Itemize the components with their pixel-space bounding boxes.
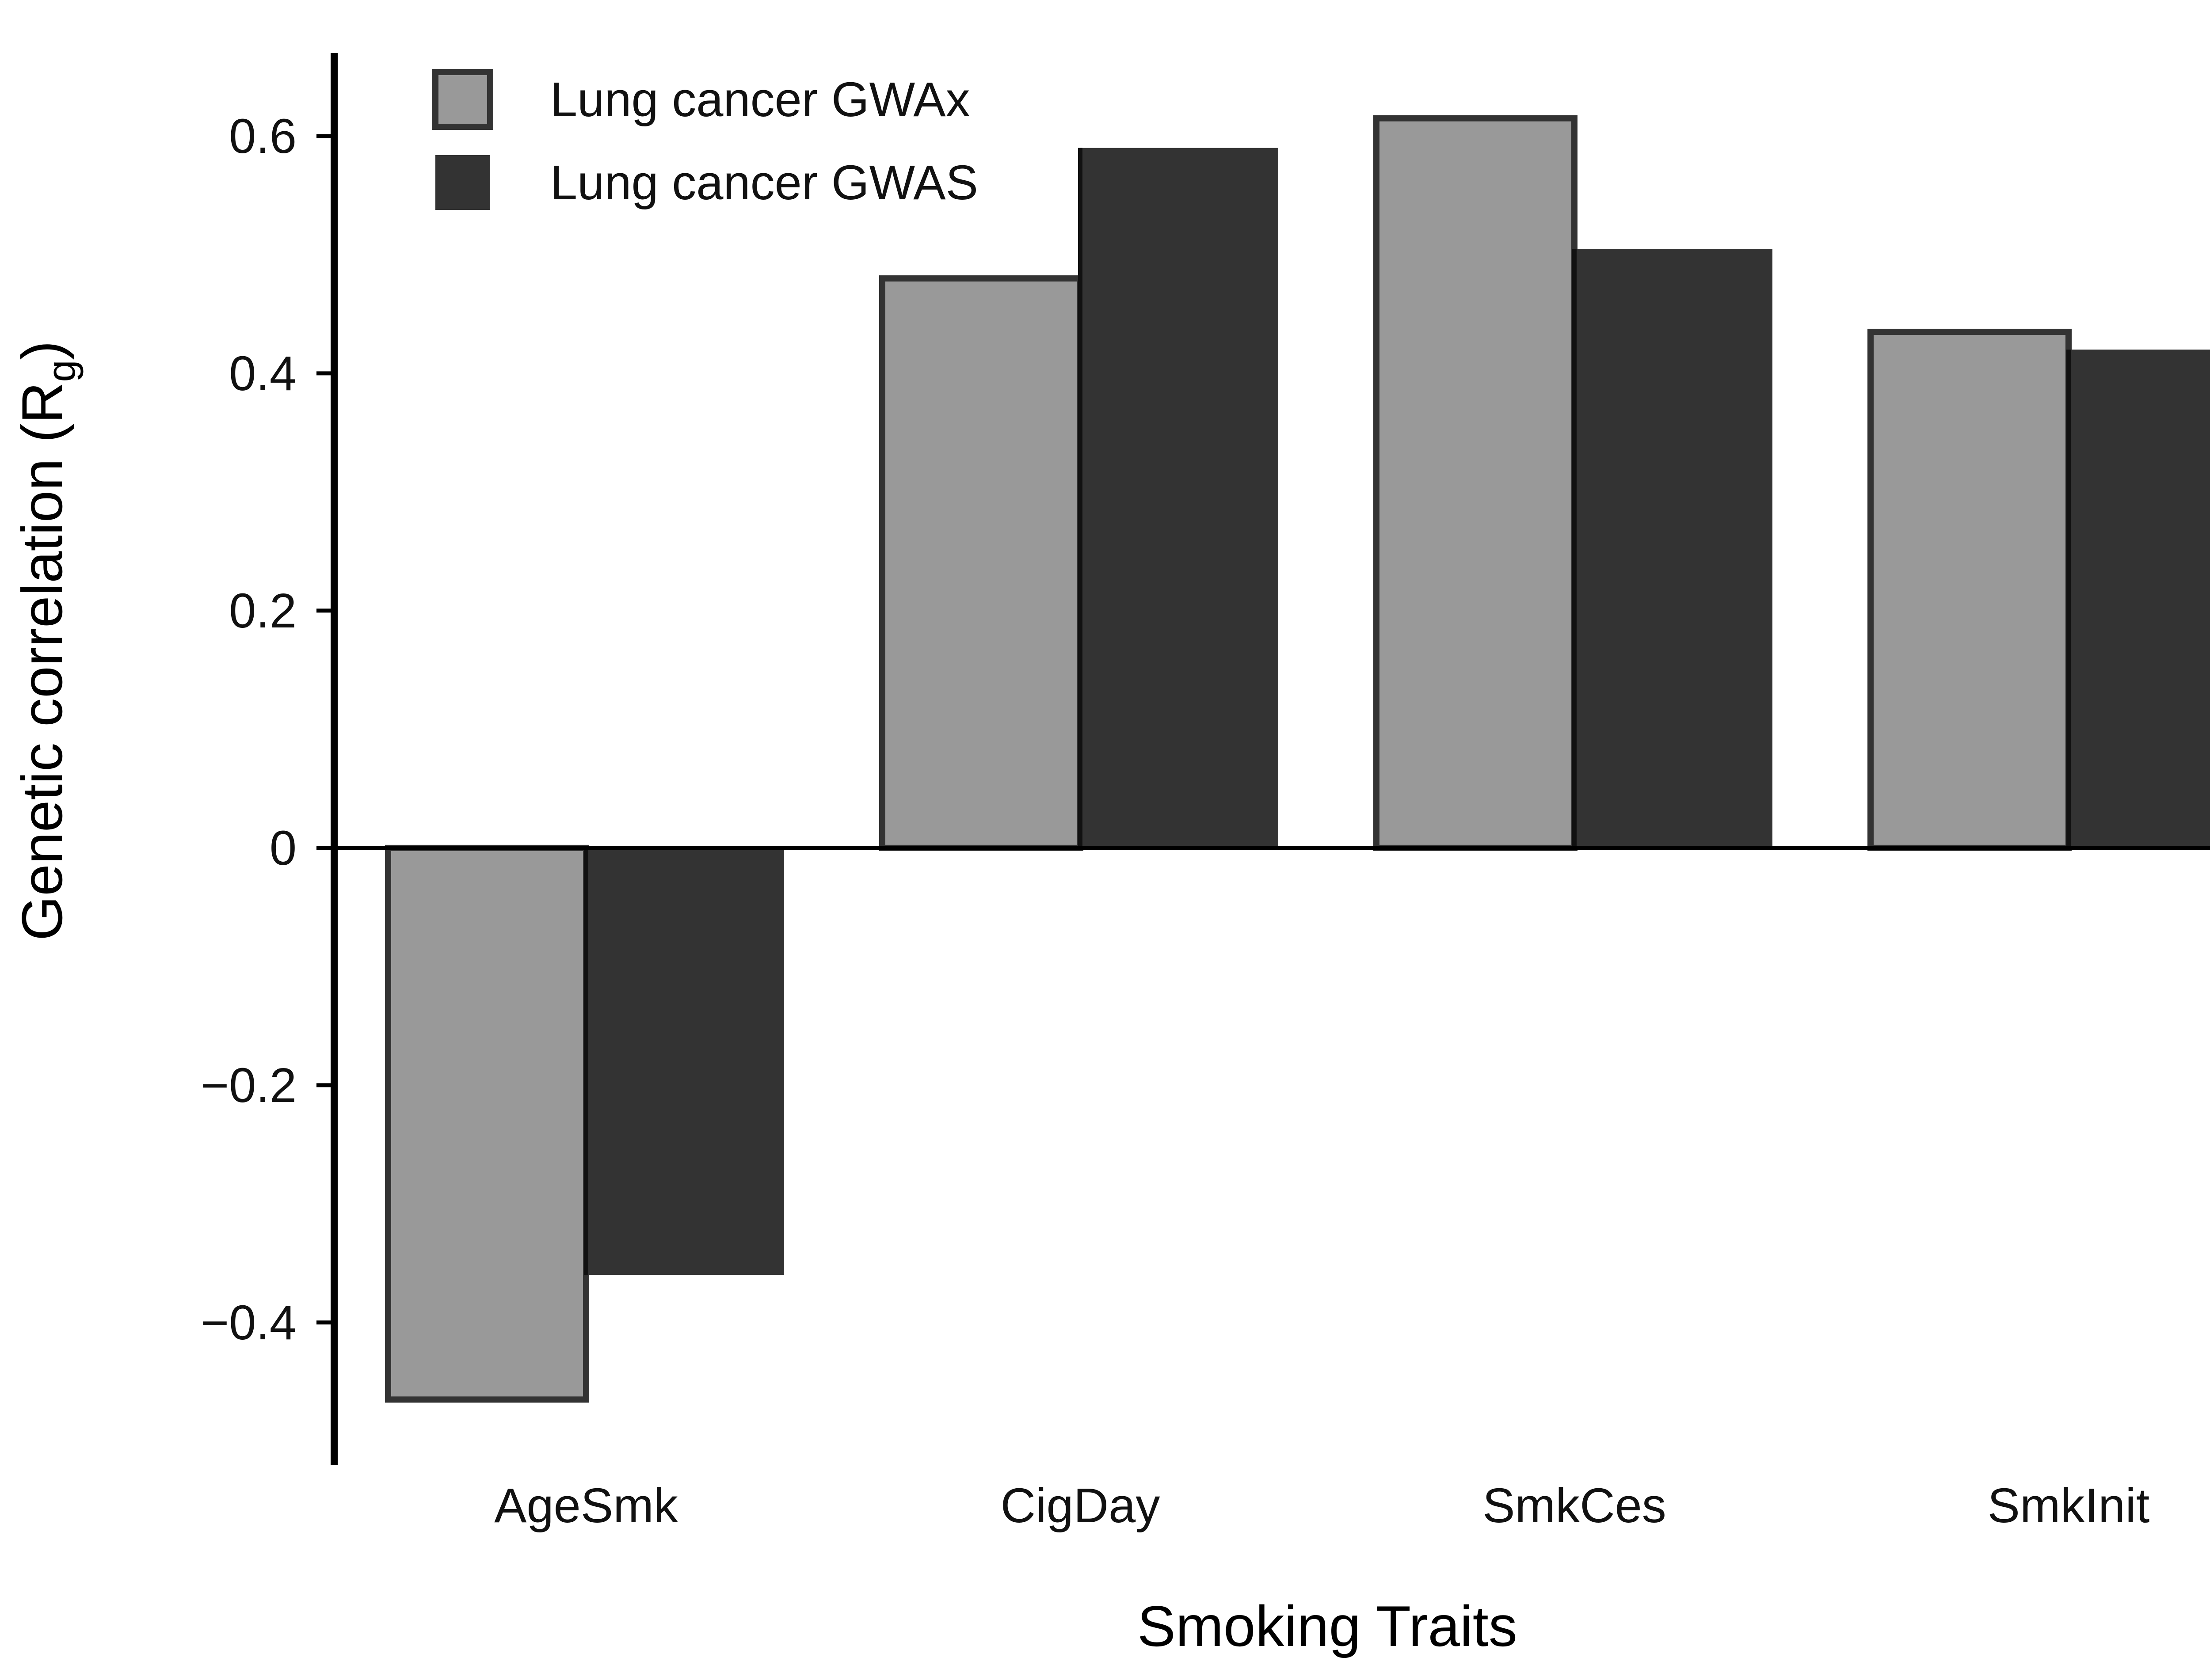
legend-swatch-series-1 <box>432 69 493 130</box>
bar-smkces-series-1 <box>1373 115 1577 851</box>
y-axis-ticks: −0.4 −0.2 0 0.2 0.4 0.6 <box>201 109 334 1350</box>
bar-cigday-series-1 <box>879 275 1083 851</box>
bar-smkinit-series-2 <box>2069 350 2210 848</box>
x-tick-label-smkinit: SmkInit <box>1988 1479 2150 1533</box>
y-tick-label: 0.2 <box>229 584 297 638</box>
bar-cigday-series-2 <box>1080 148 1278 848</box>
y-axis-title: Genetic correlation (Rg) <box>10 341 84 941</box>
bar-agesmk-series-1 <box>385 844 589 1403</box>
x-axis-categories: AgeSmk CigDay SmkCes SmkInit <box>494 1479 2149 1533</box>
y-tick-label: −0.4 <box>201 1296 297 1350</box>
legend-swatch-series-2 <box>435 155 490 210</box>
bar-smkces-series-2 <box>1574 249 1772 848</box>
x-tick-label-agesmk: AgeSmk <box>494 1479 678 1533</box>
legend-label-series-1: Lung cancer GWAx <box>550 72 970 127</box>
legend-label-series-2: Lung cancer GWAS <box>550 156 978 210</box>
bars-group <box>385 115 2210 1403</box>
x-tick-label-cigday: CigDay <box>1001 1479 1160 1533</box>
y-axis-title-subscript: g <box>40 360 84 382</box>
y-tick-label: −0.2 <box>201 1058 297 1113</box>
x-axis-title: Smoking Traits <box>1137 1594 1517 1658</box>
y-tick-label: 0.4 <box>229 346 297 401</box>
y-tick-label: 0.6 <box>229 109 297 163</box>
x-tick-label-smkces: SmkCes <box>1482 1479 1666 1533</box>
y-axis-title-main: Genetic correlation (R <box>10 382 74 940</box>
y-tick-label: 0 <box>270 821 297 875</box>
bar-agesmk-series-2 <box>586 848 784 1275</box>
bar-smkinit-series-1 <box>1867 328 2072 851</box>
legend: Lung cancer GWAx Lung cancer GWAS <box>432 69 978 210</box>
y-axis-title-close: ) <box>10 341 74 360</box>
